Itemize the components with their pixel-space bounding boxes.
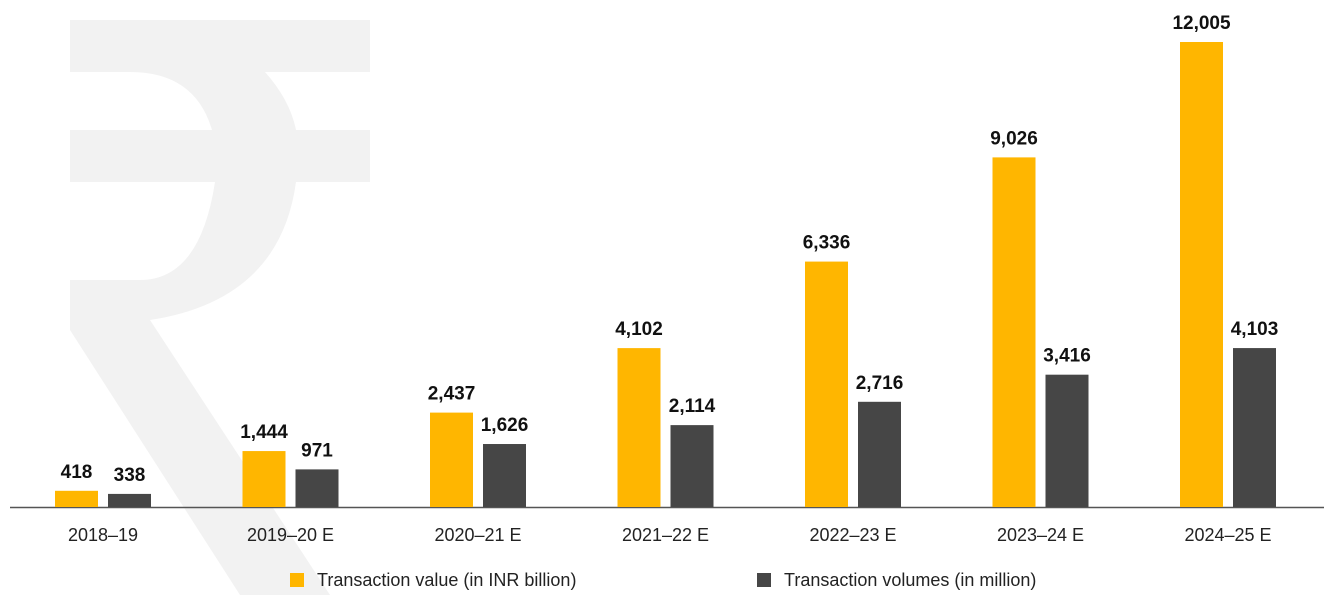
legend-label: Transaction value (in INR billion) (317, 570, 576, 590)
value-label: 6,336 (803, 233, 851, 254)
bar (55, 490, 98, 507)
bar (992, 157, 1036, 507)
bar (242, 451, 286, 507)
value-label: 3,416 (1043, 346, 1091, 367)
x-tick-label: 2018–19 (68, 525, 138, 545)
value-label: 12,005 (1172, 13, 1231, 34)
value-label: 4,103 (1231, 319, 1279, 340)
value-label: 9,026 (990, 128, 1038, 149)
x-tick-label: 2020–21 E (434, 525, 521, 545)
x-tick-label: 2022–23 E (809, 525, 896, 545)
value-label: 2,114 (669, 396, 716, 417)
value-label: 2,437 (428, 384, 476, 405)
bar (670, 425, 714, 507)
value-label: 418 (61, 462, 93, 483)
x-tick-label: 2024–25 E (1184, 525, 1271, 545)
rupee-watermark (70, 20, 370, 595)
bar (1045, 374, 1089, 507)
bar (805, 261, 848, 507)
value-label: 338 (114, 465, 146, 486)
bar (108, 493, 151, 507)
bar (617, 348, 661, 507)
bar (1180, 42, 1223, 507)
legend-label: Transaction volumes (in million) (784, 570, 1036, 590)
value-label: 4,102 (615, 319, 663, 340)
bar (483, 444, 526, 507)
value-label: 971 (301, 440, 333, 461)
value-label: 2,716 (856, 373, 904, 394)
value-label: 1,444 (240, 422, 288, 443)
bar (858, 401, 901, 507)
value-label: 1,626 (481, 415, 529, 436)
legend-swatch (757, 573, 771, 587)
x-tick-label: 2019–20 E (247, 525, 334, 545)
x-tick-label: 2021–22 E (622, 525, 709, 545)
bar (1233, 348, 1276, 507)
bar (430, 412, 473, 507)
bar (295, 469, 339, 507)
x-tick-label: 2023–24 E (997, 525, 1084, 545)
legend-swatch (290, 573, 304, 587)
